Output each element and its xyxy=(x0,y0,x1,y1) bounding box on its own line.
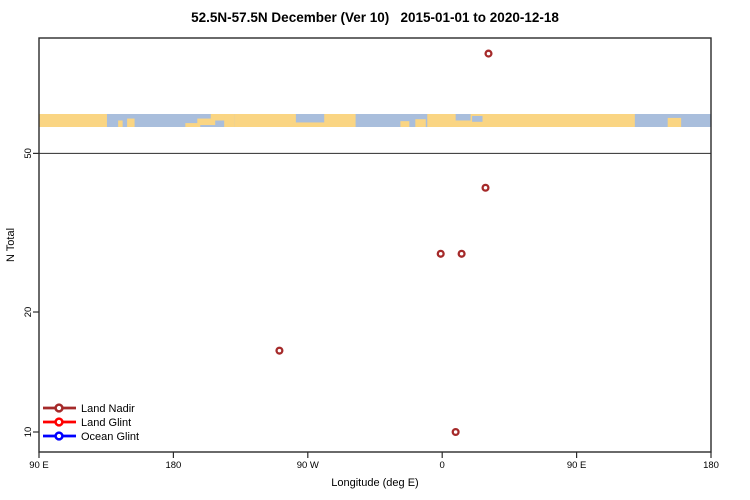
data-point xyxy=(484,49,493,58)
land-patch xyxy=(39,114,107,127)
land-patch xyxy=(224,114,235,127)
x-axis: 90 E 180 90 W 0 90 E 180 xyxy=(29,452,719,471)
land-patch xyxy=(197,118,216,126)
legend-label: Land Nadir xyxy=(81,403,135,415)
data-point xyxy=(451,427,460,437)
water-patch xyxy=(295,114,325,123)
legend-marker-icon xyxy=(54,403,64,413)
legend-item: Land Nadir xyxy=(43,403,135,415)
water-patch xyxy=(472,115,483,122)
land-patch xyxy=(210,114,231,121)
plot-border xyxy=(38,37,712,453)
land-patch xyxy=(667,117,682,127)
data-point xyxy=(481,183,490,192)
y-axis-title: N Total xyxy=(5,228,17,262)
land-patch xyxy=(118,120,123,127)
y-tick-label: 10 xyxy=(23,427,34,438)
x-tick-label: 180 xyxy=(165,460,181,471)
legend: Land Nadir Land Glint Ocean Glint xyxy=(43,403,139,443)
legend-item: Land Glint xyxy=(43,417,131,429)
water-patch xyxy=(455,114,471,121)
data-points xyxy=(275,49,493,437)
legend-item: Ocean Glint xyxy=(43,431,139,443)
legend-label: Land Glint xyxy=(81,417,131,429)
map-strip xyxy=(39,114,711,127)
land-patch xyxy=(400,121,410,127)
x-tick-label: 0 xyxy=(440,460,445,471)
x-tick-label: 90 E xyxy=(567,460,587,471)
legend-marker-icon xyxy=(54,417,64,427)
land-patch xyxy=(234,114,356,127)
x-tick-label: 90 W xyxy=(297,460,319,471)
data-point xyxy=(457,249,466,258)
y-axis: 50 20 10 xyxy=(23,148,39,437)
x-axis-title: Longitude (deg E) xyxy=(331,477,418,489)
legend-label: Ocean Glint xyxy=(81,431,139,443)
x-tick-label: 90 E xyxy=(29,460,49,471)
plot-title: 52.5N-57.5N December (Ver 10) 2015-01-01… xyxy=(191,10,559,25)
land-patch xyxy=(185,123,201,127)
y-tick-label: 50 xyxy=(23,148,34,159)
land-patch xyxy=(127,118,135,127)
data-point xyxy=(275,346,284,355)
data-point xyxy=(436,249,445,258)
legend-marker-icon xyxy=(54,431,64,441)
x-tick-label: 180 xyxy=(703,460,719,471)
y-tick-label: 20 xyxy=(23,307,34,318)
land-patch xyxy=(415,119,426,127)
